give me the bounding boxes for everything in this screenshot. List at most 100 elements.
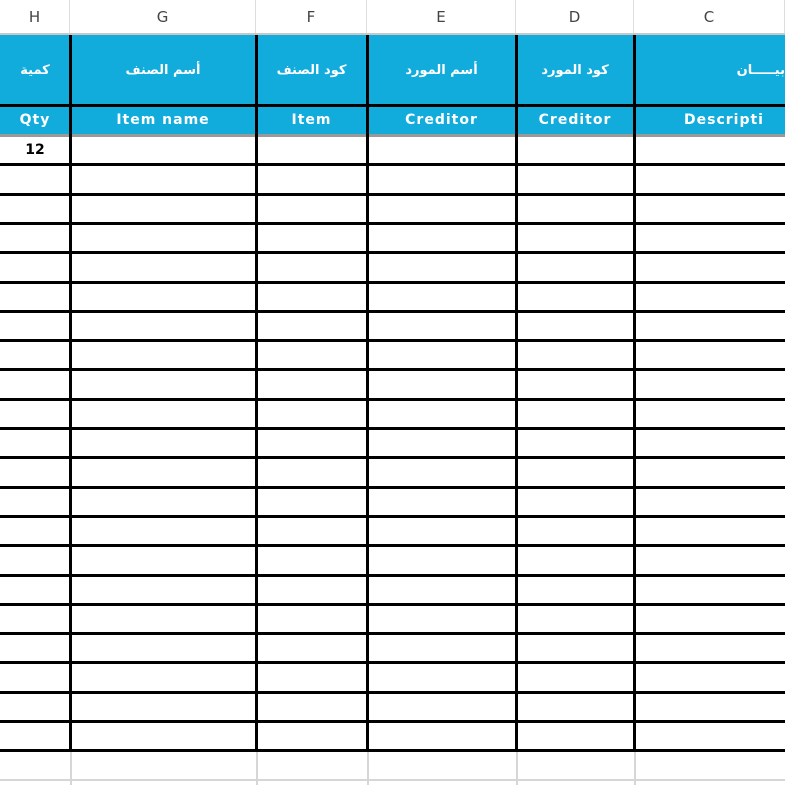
table-cell[interactable] [367, 223, 516, 252]
table-cell[interactable] [367, 252, 516, 281]
table-cell[interactable] [0, 428, 70, 457]
table-cell[interactable] [0, 662, 70, 691]
qty-value[interactable]: 12 [25, 141, 45, 158]
table-cell[interactable] [634, 340, 785, 369]
column-header-D[interactable]: D [516, 0, 634, 33]
table-cell[interactable] [0, 311, 70, 340]
table-cell[interactable] [634, 311, 785, 340]
table-cell[interactable] [367, 633, 516, 662]
table-cell[interactable] [516, 545, 634, 574]
table-cell[interactable] [367, 369, 516, 398]
header-arabic-G[interactable]: أسم الصنف [70, 35, 256, 106]
table-cell[interactable] [0, 604, 70, 633]
table-cell[interactable] [0, 633, 70, 662]
table-cell[interactable] [256, 457, 367, 486]
table-cell[interactable] [70, 604, 256, 633]
table-cell[interactable] [0, 340, 70, 369]
table-cell[interactable] [516, 662, 634, 691]
table-cell[interactable] [367, 282, 516, 311]
table-cell[interactable] [70, 721, 256, 750]
table-cell[interactable] [634, 428, 785, 457]
table-cell[interactable] [516, 223, 634, 252]
header-english-D[interactable]: Creditor [516, 106, 634, 134]
table-cell[interactable] [256, 399, 367, 428]
table-cell[interactable] [256, 633, 367, 662]
table-cell[interactable] [634, 252, 785, 281]
table-cell[interactable] [70, 428, 256, 457]
table-cell[interactable] [0, 369, 70, 398]
table-cell[interactable] [516, 399, 634, 428]
table-cell[interactable] [634, 487, 785, 516]
table-cell[interactable] [634, 662, 785, 691]
table-cell[interactable] [516, 721, 634, 750]
table-cell[interactable] [516, 487, 634, 516]
table-cell[interactable] [70, 369, 256, 398]
table-cell[interactable] [634, 223, 785, 252]
column-header-E[interactable]: E [367, 0, 516, 33]
table-cell[interactable] [634, 633, 785, 662]
table-cell[interactable] [634, 369, 785, 398]
table-cell[interactable] [634, 545, 785, 574]
header-arabic-H[interactable]: كمية [0, 35, 70, 106]
table-cell[interactable] [367, 311, 516, 340]
table-cell[interactable] [256, 252, 367, 281]
header-arabic-F[interactable]: كود الصنف [256, 35, 367, 106]
header-english-E[interactable]: Creditor [367, 106, 516, 134]
table-cell[interactable] [367, 545, 516, 574]
table-cell[interactable] [0, 223, 70, 252]
table-cell[interactable] [70, 575, 256, 604]
table-cell[interactable] [0, 399, 70, 428]
table-cell[interactable] [516, 282, 634, 311]
table-cell[interactable] [70, 692, 256, 721]
table-cell[interactable] [70, 340, 256, 369]
table-cell[interactable] [634, 457, 785, 486]
header-english-H[interactable]: Qty [0, 106, 70, 134]
table-cell[interactable] [0, 457, 70, 486]
table-cell[interactable] [256, 692, 367, 721]
table-cell[interactable] [70, 633, 256, 662]
table-cell[interactable] [516, 575, 634, 604]
table-cell[interactable] [256, 311, 367, 340]
table-cell[interactable] [70, 164, 256, 193]
table-cell[interactable] [367, 340, 516, 369]
table-cell[interactable] [256, 340, 367, 369]
table-cell[interactable] [367, 428, 516, 457]
table-cell[interactable] [0, 721, 70, 750]
table-cell[interactable] [516, 311, 634, 340]
table-cell[interactable] [367, 194, 516, 223]
table-cell[interactable] [516, 516, 634, 545]
column-header-C[interactable]: C [634, 0, 785, 33]
table-cell[interactable] [0, 282, 70, 311]
table-cell[interactable] [516, 369, 634, 398]
table-cell[interactable] [70, 223, 256, 252]
column-header-G[interactable]: G [70, 0, 256, 33]
table-cell[interactable] [516, 194, 634, 223]
table-cell[interactable] [0, 516, 70, 545]
table-cell[interactable] [256, 604, 367, 633]
header-english-F[interactable]: Item [256, 106, 367, 134]
table-cell[interactable] [256, 194, 367, 223]
table-cell[interactable] [0, 692, 70, 721]
table-cell[interactable] [516, 692, 634, 721]
header-english-C[interactable]: Descripti [634, 106, 785, 134]
table-cell[interactable] [516, 428, 634, 457]
table-cell[interactable] [634, 721, 785, 750]
table-cell[interactable] [634, 399, 785, 428]
table-cell[interactable] [367, 662, 516, 691]
table-cell[interactable] [634, 692, 785, 721]
table-cell[interactable] [367, 487, 516, 516]
header-arabic-D[interactable]: كود المورد [516, 35, 634, 106]
table-cell[interactable] [367, 692, 516, 721]
header-arabic-C[interactable]: بيـــــان [634, 35, 785, 106]
table-cell[interactable] [70, 545, 256, 574]
table-cell[interactable] [70, 135, 256, 164]
table-cell[interactable] [70, 311, 256, 340]
table-cell[interactable] [0, 545, 70, 574]
table-cell[interactable] [367, 399, 516, 428]
table-cell[interactable] [256, 721, 367, 750]
table-cell[interactable] [367, 135, 516, 164]
table-cell[interactable] [256, 516, 367, 545]
table-cell[interactable] [256, 164, 367, 193]
table-cell[interactable] [634, 516, 785, 545]
table-cell[interactable] [516, 135, 634, 164]
